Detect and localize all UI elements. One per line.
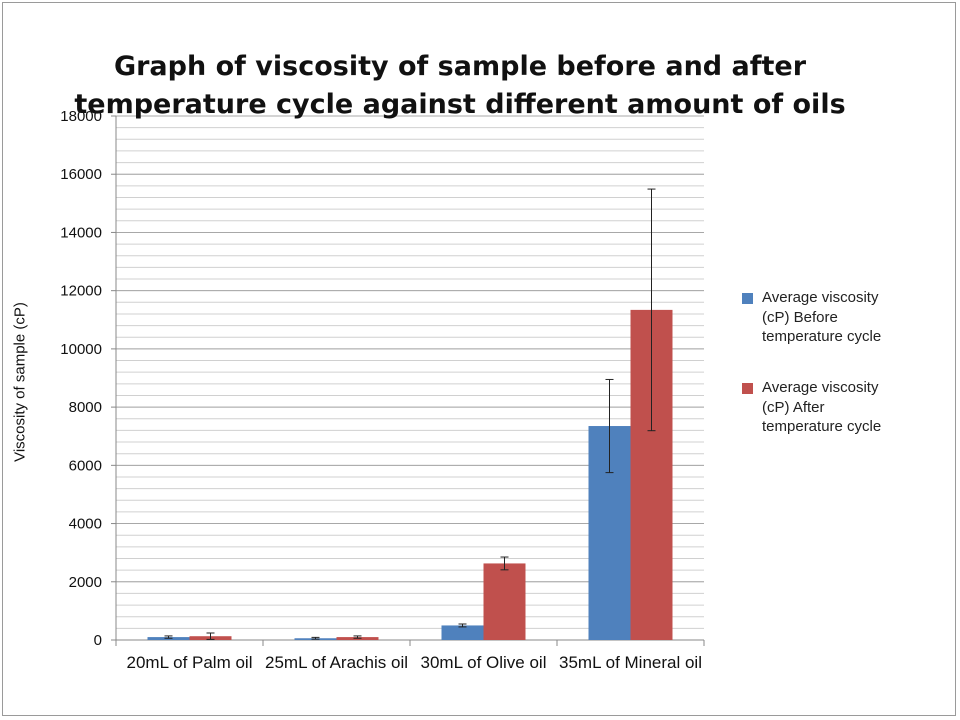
y-axis-label: Viscosity of sample (cP) [11,302,29,462]
legend-item-before: Average viscosity (cP) Before temperatur… [742,288,892,347]
x-tick-label: 25mL of Arachis oil [265,653,408,672]
y-tick-label: 10000 [60,341,102,358]
bars [147,309,673,640]
y-tick-label: 6000 [69,457,102,474]
error-bars [164,188,656,640]
x-tick-label: 35mL of Mineral oil [559,653,702,672]
y-tick-labels: 0 2000 4000 6000 8000 10000 12000 14000 16000 180… [60,108,102,649]
chart-title: Graph of viscosity of sample before and … [74,51,846,120]
y-tick-label: 16000 [60,166,102,183]
y-tick-label: 12000 [60,283,102,300]
x-tick-label: 30mL of Olive oil [420,653,547,672]
legend-item-after: Average viscosity (cP) After temperature… [742,378,892,437]
legend-swatch-before [742,293,753,304]
bar-after [483,563,526,640]
y-tick-label: 14000 [60,224,102,241]
y-tick-label: 2000 [69,574,102,591]
bar-before [441,625,484,640]
legend-swatch-after [742,383,753,394]
x-tick-label: 20mL of Palm oil [126,653,253,672]
legend-label-before: Average viscosity (cP) Before temperatur… [762,289,882,345]
y-tick-label: 0 [94,632,102,649]
y-tick-label: 8000 [69,399,102,416]
y-tick-label: 18000 [60,108,102,125]
legend-label-after: Average viscosity (cP) After temperature… [762,379,882,435]
y-tick-label: 4000 [69,516,102,533]
